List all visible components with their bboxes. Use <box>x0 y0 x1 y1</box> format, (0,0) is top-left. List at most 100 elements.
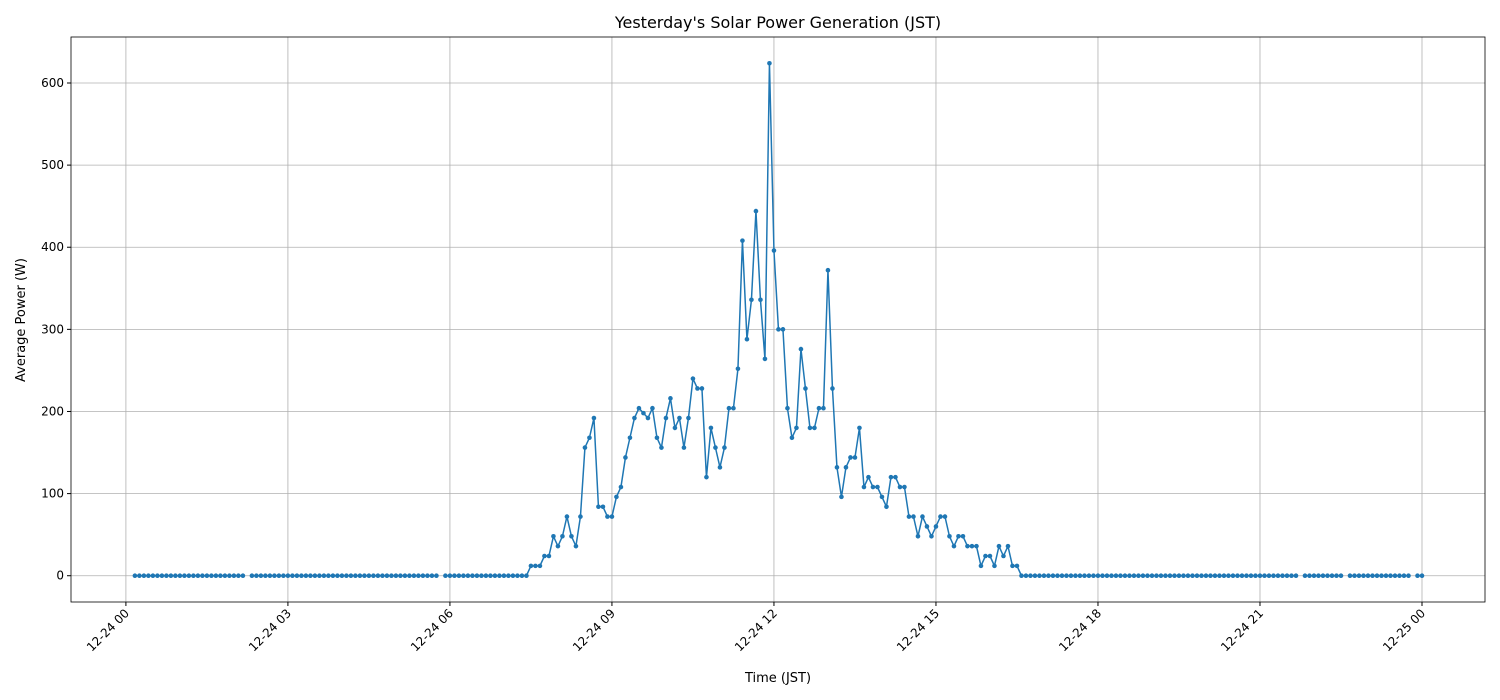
data-point <box>141 573 147 579</box>
data-point <box>195 573 201 579</box>
data-point <box>1005 543 1011 549</box>
data-point <box>888 474 894 480</box>
data-point <box>1082 573 1087 579</box>
data-point <box>785 405 790 411</box>
data-point <box>357 573 363 579</box>
data-point <box>465 573 471 579</box>
data-point <box>974 543 979 549</box>
data-point <box>447 573 453 579</box>
y-tick-label: 400 <box>41 240 64 254</box>
data-point <box>596 504 601 510</box>
data-point <box>1001 553 1006 559</box>
data-point <box>1383 573 1389 579</box>
data-point <box>636 405 642 411</box>
data-point <box>1374 573 1380 579</box>
data-point <box>402 573 408 579</box>
data-point <box>1397 573 1402 579</box>
data-point <box>339 573 345 579</box>
data-point <box>627 435 633 441</box>
data-point <box>578 514 583 519</box>
data-point <box>744 336 750 342</box>
data-point <box>992 563 997 569</box>
data-point <box>1073 573 1078 579</box>
data-point <box>1257 573 1263 579</box>
data-point <box>920 514 925 519</box>
data-point <box>1325 573 1330 579</box>
data-point <box>951 543 957 549</box>
data-point <box>798 346 804 352</box>
data-point <box>1158 573 1164 579</box>
data-point <box>1212 573 1218 579</box>
data-point <box>506 573 511 579</box>
data-point <box>1365 573 1371 579</box>
data-point <box>1118 573 1123 579</box>
data-point <box>875 484 880 490</box>
y-tick-label: 0 <box>56 569 64 583</box>
data-point <box>663 415 669 421</box>
data-point <box>1266 573 1272 579</box>
data-point <box>794 425 799 431</box>
data-point <box>965 543 970 549</box>
data-point <box>1406 573 1411 579</box>
x-tick-label: 12-24 00 <box>84 606 132 654</box>
data-point <box>528 563 534 569</box>
data-point <box>686 415 691 421</box>
data-point <box>155 573 160 579</box>
data-point <box>695 386 700 391</box>
data-point <box>1068 573 1074 579</box>
data-point <box>303 573 309 579</box>
data-point <box>1392 573 1398 579</box>
data-point <box>893 474 898 480</box>
data-point <box>1127 573 1132 579</box>
data-point <box>461 573 466 579</box>
data-point <box>690 376 696 381</box>
data-point <box>209 573 214 579</box>
data-point <box>704 474 709 480</box>
data-point <box>1176 573 1182 579</box>
data-point <box>326 573 331 579</box>
data-point <box>1100 573 1105 579</box>
data-point <box>1284 573 1290 579</box>
data-point <box>1203 573 1209 579</box>
data-point <box>645 415 651 421</box>
data-point <box>537 563 543 569</box>
data-point <box>299 573 304 579</box>
data-point <box>1293 573 1299 579</box>
data-point <box>776 327 781 332</box>
data-point <box>1356 573 1362 579</box>
data-point <box>591 415 597 421</box>
data-point <box>1415 573 1420 579</box>
data-point <box>654 435 660 441</box>
data-point <box>924 524 930 529</box>
data-point <box>420 573 426 579</box>
data-point <box>618 484 624 490</box>
data-point <box>1311 573 1317 579</box>
data-point <box>546 553 552 559</box>
data-point <box>938 514 943 519</box>
data-point <box>587 435 592 441</box>
data-point <box>1248 573 1254 579</box>
data-point <box>614 494 619 500</box>
data-point <box>722 445 727 450</box>
data-point <box>1302 573 1308 579</box>
data-point <box>1095 573 1101 579</box>
data-point <box>1091 573 1096 579</box>
data-point <box>452 573 457 579</box>
data-point <box>767 60 772 66</box>
data-point <box>312 573 318 579</box>
data-point <box>1131 573 1137 579</box>
data-point <box>1217 573 1222 579</box>
x-tick-label: 12-24 15 <box>894 606 942 654</box>
data-point <box>137 573 142 579</box>
data-point <box>942 514 948 519</box>
data-point <box>852 455 858 460</box>
data-point <box>240 573 246 579</box>
data-point <box>726 405 732 411</box>
data-point <box>996 543 1002 549</box>
data-point <box>717 465 723 470</box>
data-point <box>623 455 628 460</box>
data-point <box>1208 573 1213 579</box>
data-point <box>173 573 178 579</box>
data-point <box>177 573 183 579</box>
